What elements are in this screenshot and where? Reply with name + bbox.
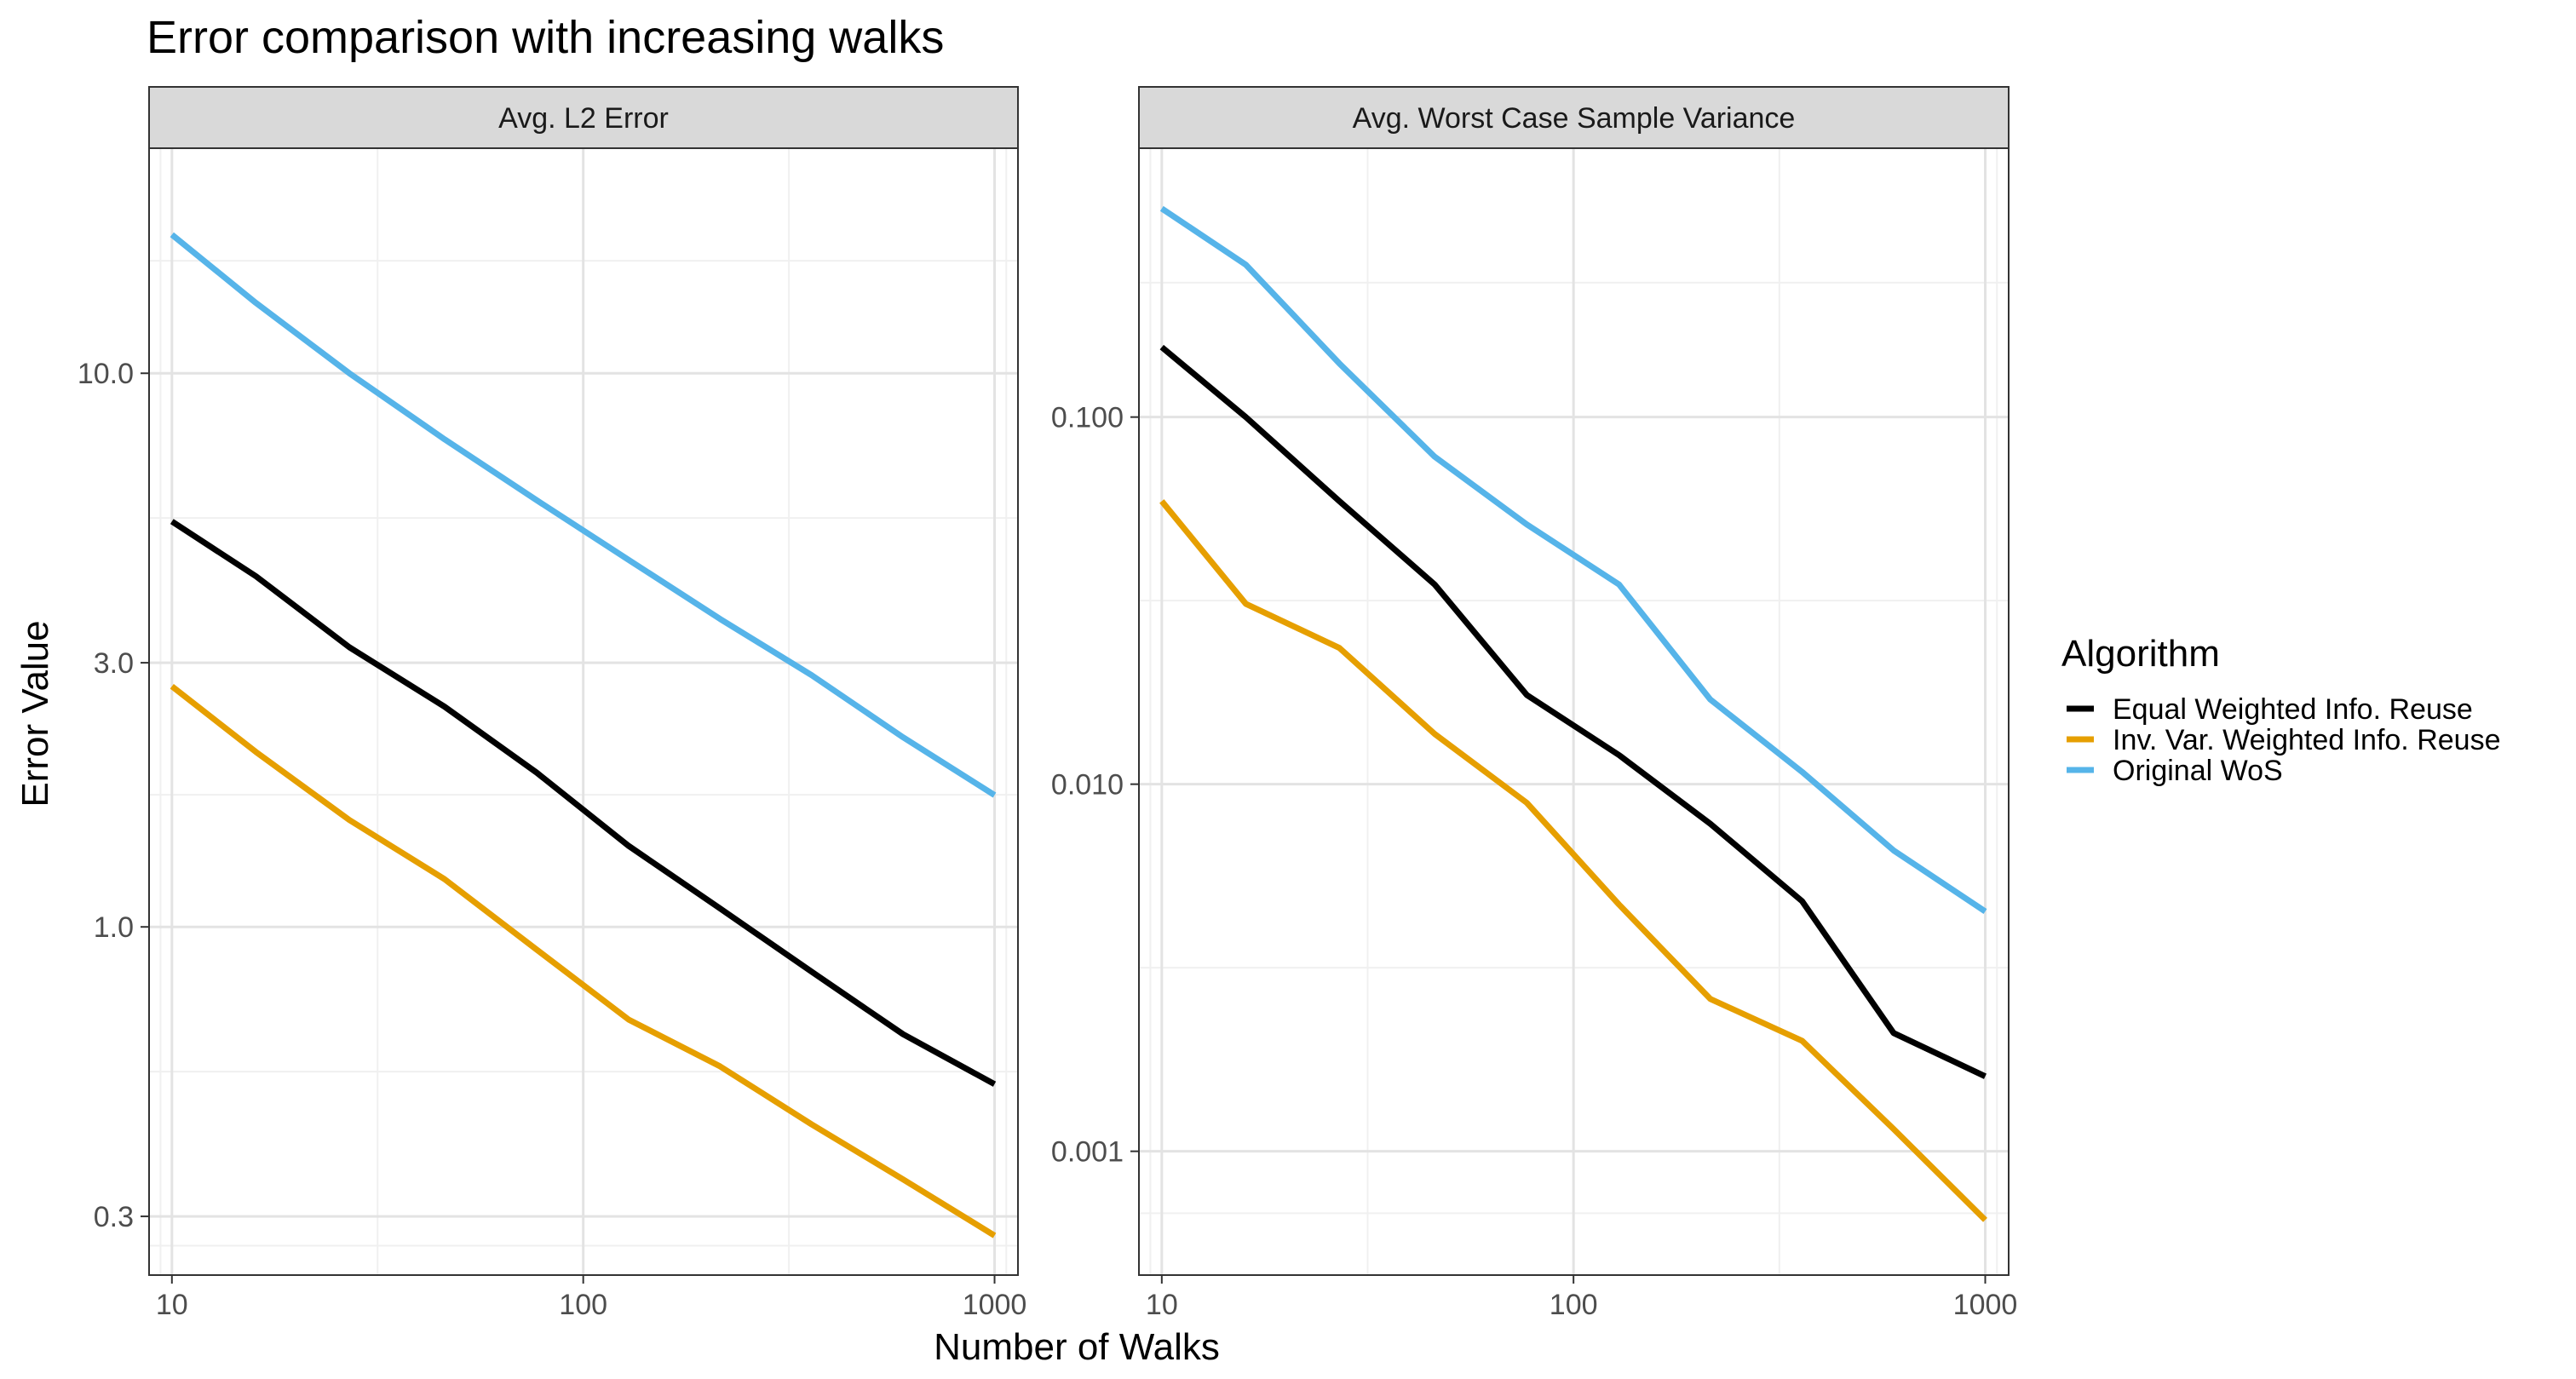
legend: Algorithm Equal Weighted Info. ReuseInv.… (2061, 633, 2500, 787)
series-line-equal-weighted-info-reuse (1159, 344, 1987, 1079)
y-tick-label: 0.010 (1051, 769, 1124, 802)
legend-label-original-wos: Original WoS (2113, 755, 2283, 787)
x-tick-label: 1000 (1953, 1289, 2018, 1321)
legend-title: Algorithm (2061, 633, 2220, 675)
facet-strip-label: Avg. Worst Case Sample Variance (1353, 102, 1796, 135)
legend-label-inv-var-weighted-info-reuse: Inv. Var. Weighted Info. Reuse (2113, 724, 2500, 756)
panel-avg-worst-case-sample-variance: 10 100 1000 0.001 0.010 0.100 Avg. Worst Case … (1051, 86, 2018, 1321)
x-tick-label: 10 (1146, 1289, 1178, 1321)
y-tick-label: 3.0 (94, 647, 134, 680)
series-line-inv-var-weighted-info-reuse (1159, 499, 1987, 1222)
y-tick-label: 0.001 (1051, 1136, 1124, 1169)
chart-title: Error comparison with increasing walks (147, 12, 944, 63)
x-tick-label: 100 (1550, 1289, 1598, 1321)
series-line-inv-var-weighted-info-reuse (170, 684, 997, 1238)
y-tick-label: 0.3 (94, 1201, 134, 1233)
panels: 10 100 1000 0.3 1.0 3.0 10.0 Avg. L2 Error 10 100… (78, 86, 2018, 1321)
y-tick-label: 1.0 (94, 911, 134, 944)
x-tick-label: 100 (559, 1289, 607, 1321)
x-tick-label: 10 (156, 1289, 188, 1321)
x-tick-label: 1000 (963, 1289, 1027, 1321)
series-line-original-wos (1159, 205, 1987, 915)
x-axis-title: Number of Walks (934, 1326, 1220, 1368)
legend-label-equal-weighted-info-reuse: Equal Weighted Info. Reuse (2113, 693, 2473, 726)
facet-strip (1138, 86, 2010, 149)
panel-avg-l2-error: 10 100 1000 0.3 1.0 3.0 10.0 Avg. L2 Error (78, 86, 1027, 1321)
series-line-equal-weighted-info-reuse (170, 519, 997, 1087)
series-line-original-wos (170, 232, 997, 798)
y-tick-label: 10.0 (78, 358, 134, 390)
facet-strip (148, 86, 1019, 149)
facet-strip-label: Avg. L2 Error (498, 102, 669, 135)
y-axis-title: Error Value (14, 620, 56, 807)
y-tick-label: 0.100 (1051, 402, 1124, 434)
